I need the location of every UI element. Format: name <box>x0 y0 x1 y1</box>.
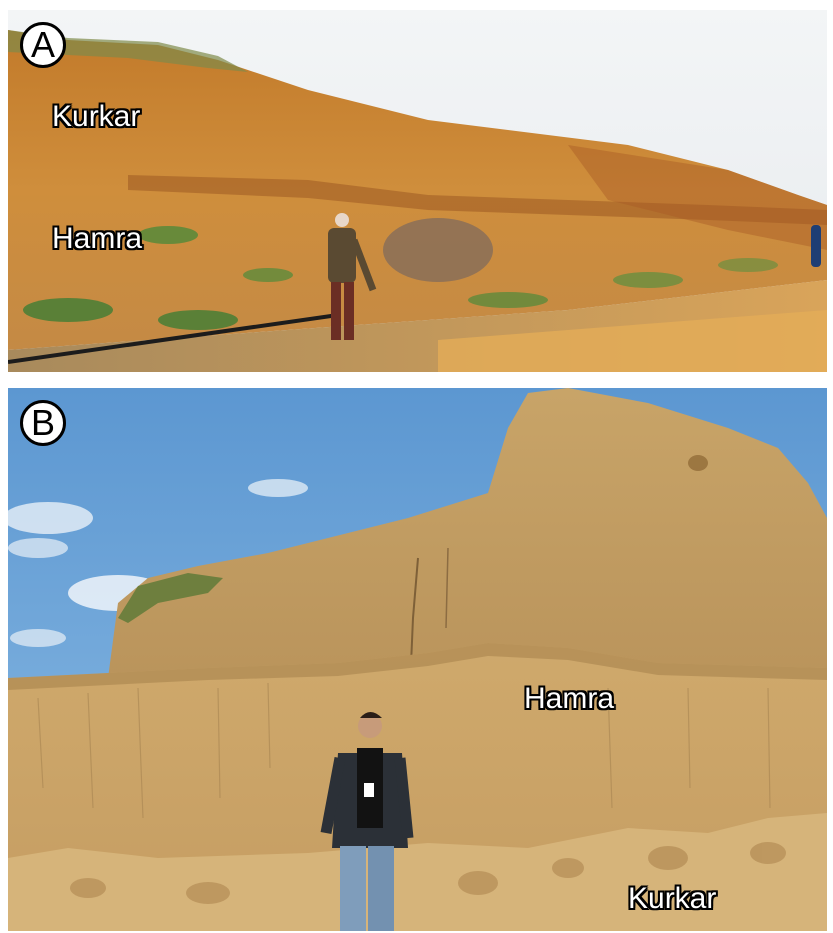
photo-panel-a: A Kurkar Hamra <box>8 10 827 372</box>
label-kurkar-b: Kurkar <box>628 884 716 914</box>
panel-letter-a: A <box>20 22 66 68</box>
label-hamra-a: Hamra <box>52 224 142 254</box>
cliff-photo-b <box>8 388 827 931</box>
photo-panel-b: B Hamra Kurkar <box>8 388 827 931</box>
panel-letter-b: B <box>20 400 66 446</box>
cliff-photo-a <box>8 10 827 372</box>
label-kurkar-a: Kurkar <box>52 102 140 132</box>
label-hamra-b: Hamra <box>524 684 614 714</box>
